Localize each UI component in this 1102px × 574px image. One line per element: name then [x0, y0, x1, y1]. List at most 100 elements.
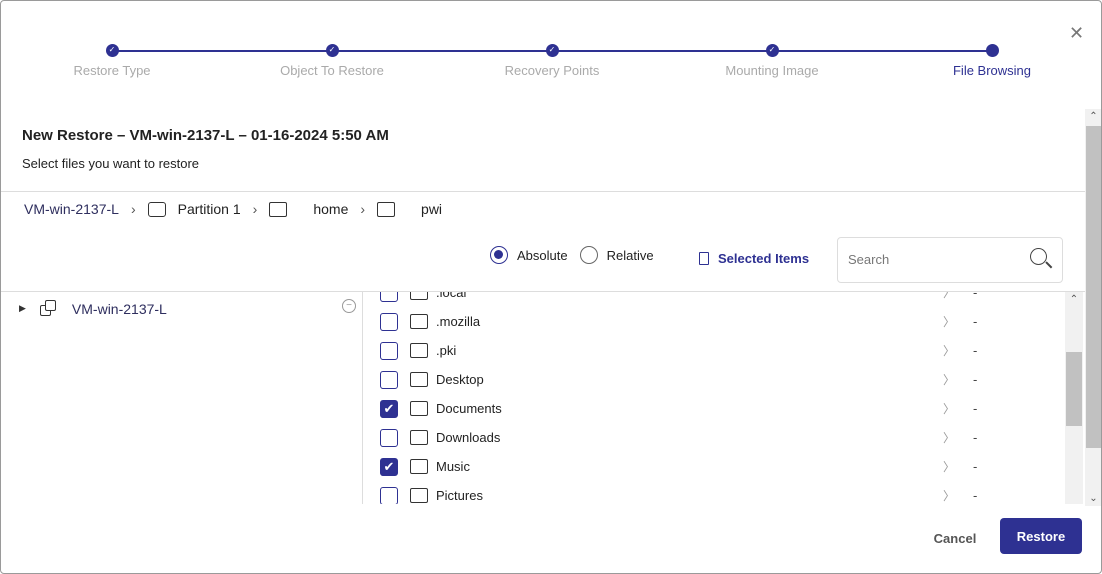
file-row[interactable]: ✔ Music 〉 -	[364, 452, 1065, 481]
scrollbar-thumb[interactable]	[1086, 126, 1101, 448]
search-input[interactable]	[848, 252, 1018, 267]
active-step-dot	[985, 44, 999, 57]
chevron-right-icon[interactable]: 〉	[943, 460, 956, 474]
folder-icon	[410, 343, 428, 358]
file-name[interactable]: .local	[436, 292, 467, 300]
chevron-right-icon[interactable]: 〉	[943, 315, 956, 329]
folder-icon	[410, 430, 428, 445]
folder-icon	[410, 314, 428, 329]
file-size: -	[973, 314, 978, 329]
file-name[interactable]: .pki	[436, 343, 457, 358]
close-icon[interactable]: ✕	[1069, 23, 1085, 43]
tree-node-label: VM-win-2137-L	[71, 300, 167, 317]
check-icon: ✓	[765, 44, 779, 57]
expand-caret-icon[interactable]: ▶	[19, 303, 26, 313]
file-size: -	[973, 343, 978, 358]
step-recovery-points[interactable]: ✓ Recovery Points	[504, 44, 600, 78]
file-name[interactable]: .mozilla	[436, 314, 481, 329]
chevron-right-icon[interactable]: 〉	[943, 402, 956, 416]
file-size: -	[973, 459, 978, 474]
step-restore-type[interactable]: ✓ Restore Type	[73, 44, 151, 78]
search-icon[interactable]	[1030, 248, 1047, 265]
file-row[interactable]: .mozilla 〉 -	[364, 307, 1065, 336]
vm-copy-icon	[39, 300, 57, 317]
drive-icon	[147, 201, 166, 217]
page-title: New Restore – VM-win-2137-L – 01-16-2024…	[22, 127, 389, 144]
path-mode-radio-group: Absolute Relative	[490, 246, 654, 264]
chevron-right-icon: ›	[130, 201, 136, 217]
row-checkbox[interactable]: ✔	[380, 457, 398, 476]
scrollbar-thumb[interactable]	[1066, 352, 1082, 426]
row-checkbox[interactable]	[380, 312, 398, 331]
breadcrumb-home[interactable]: home	[313, 201, 349, 217]
tree-node-vm[interactable]: ▶ VM-win-2137-L	[19, 300, 167, 317]
file-row[interactable]: ✔ Documents 〉 -	[364, 394, 1065, 423]
collapse-icon[interactable]: −	[342, 299, 356, 313]
breadcrumb-vm[interactable]: VM-win-2137-L	[24, 201, 119, 217]
file-row[interactable]: Downloads 〉 -	[364, 423, 1065, 452]
radio-absolute-label[interactable]: Absolute	[517, 247, 568, 263]
selected-items-button[interactable]: Selected Items	[699, 251, 809, 266]
page-subtitle: Select files you want to restore	[22, 156, 200, 171]
selected-items-label: Selected Items	[718, 251, 810, 266]
check-icon: ✓	[325, 44, 339, 57]
folder-icon	[410, 459, 428, 474]
file-size: -	[973, 292, 978, 300]
breadcrumb: VM-win-2137-L › Partition 1 › home › pwi	[24, 200, 454, 218]
breadcrumb-pwi[interactable]: pwi	[421, 201, 443, 217]
file-row[interactable]: .local 〉 -	[364, 292, 1065, 307]
restore-button[interactable]: Restore	[1000, 518, 1082, 554]
check-icon: ✓	[545, 44, 559, 57]
file-size: -	[973, 372, 978, 387]
row-checkbox[interactable]	[380, 486, 398, 504]
row-checkbox[interactable]	[380, 370, 398, 389]
row-checkbox[interactable]: ✔	[380, 399, 398, 418]
radio-absolute[interactable]	[490, 246, 508, 264]
folder-icon	[410, 488, 428, 503]
file-row[interactable]: .pki 〉 -	[364, 336, 1065, 365]
row-checkbox[interactable]	[380, 292, 398, 302]
step-mounting-image[interactable]: ✓ Mounting Image	[725, 44, 819, 78]
scroll-down-icon[interactable]: ⌄	[1089, 493, 1098, 504]
check-icon: ✓	[105, 44, 119, 57]
divider	[1, 291, 1085, 292]
search-box	[837, 237, 1063, 283]
chevron-right-icon[interactable]: 〉	[943, 431, 956, 445]
folder-icon	[377, 201, 396, 217]
dialog-scrollbar[interactable]: ⌃ ⌄	[1085, 109, 1101, 506]
step-object-to-restore[interactable]: ✓ Object To Restore	[280, 44, 384, 78]
folder-icon	[269, 201, 288, 217]
radio-relative[interactable]	[579, 246, 598, 264]
file-row[interactable]: Pictures 〉 -	[364, 481, 1065, 504]
folder-icon	[410, 401, 428, 416]
chevron-right-icon: ›	[360, 201, 366, 217]
file-name[interactable]: Desktop	[436, 372, 484, 387]
stepper: ✓ Restore Type ✓ Object To Restore ✓ Recove…	[1, 43, 1101, 83]
file-name[interactable]: Downloads	[436, 430, 501, 445]
folder-icon	[410, 292, 428, 300]
chevron-right-icon[interactable]: 〉	[943, 344, 956, 358]
radio-relative-label[interactable]: Relative	[606, 247, 654, 263]
row-checkbox[interactable]	[380, 428, 398, 447]
row-checkbox[interactable]	[380, 341, 398, 360]
file-size: -	[973, 430, 978, 445]
file-size: -	[973, 401, 978, 416]
scroll-up-icon[interactable]: ⌃	[1089, 111, 1098, 122]
chevron-right-icon[interactable]: 〉	[943, 373, 956, 387]
folder-tree: ▶ VM-win-2137-L −	[1, 292, 363, 504]
file-size: -	[973, 488, 978, 503]
document-check-icon	[699, 252, 709, 265]
cancel-button[interactable]: Cancel	[923, 522, 987, 554]
divider	[1, 191, 1085, 192]
chevron-right-icon[interactable]: 〉	[943, 292, 956, 300]
file-name[interactable]: Pictures	[436, 488, 483, 503]
file-list-scrollbar[interactable]: ⌃	[1065, 292, 1083, 504]
chevron-right-icon[interactable]: 〉	[943, 489, 956, 503]
step-file-browsing[interactable]: File Browsing	[902, 43, 1082, 78]
scroll-up-icon[interactable]: ⌃	[1069, 294, 1079, 305]
file-name[interactable]: Documents	[436, 401, 502, 416]
file-row[interactable]: Desktop 〉 -	[364, 365, 1065, 394]
file-name[interactable]: Music	[436, 459, 470, 474]
breadcrumb-partition[interactable]: Partition 1	[177, 201, 241, 217]
